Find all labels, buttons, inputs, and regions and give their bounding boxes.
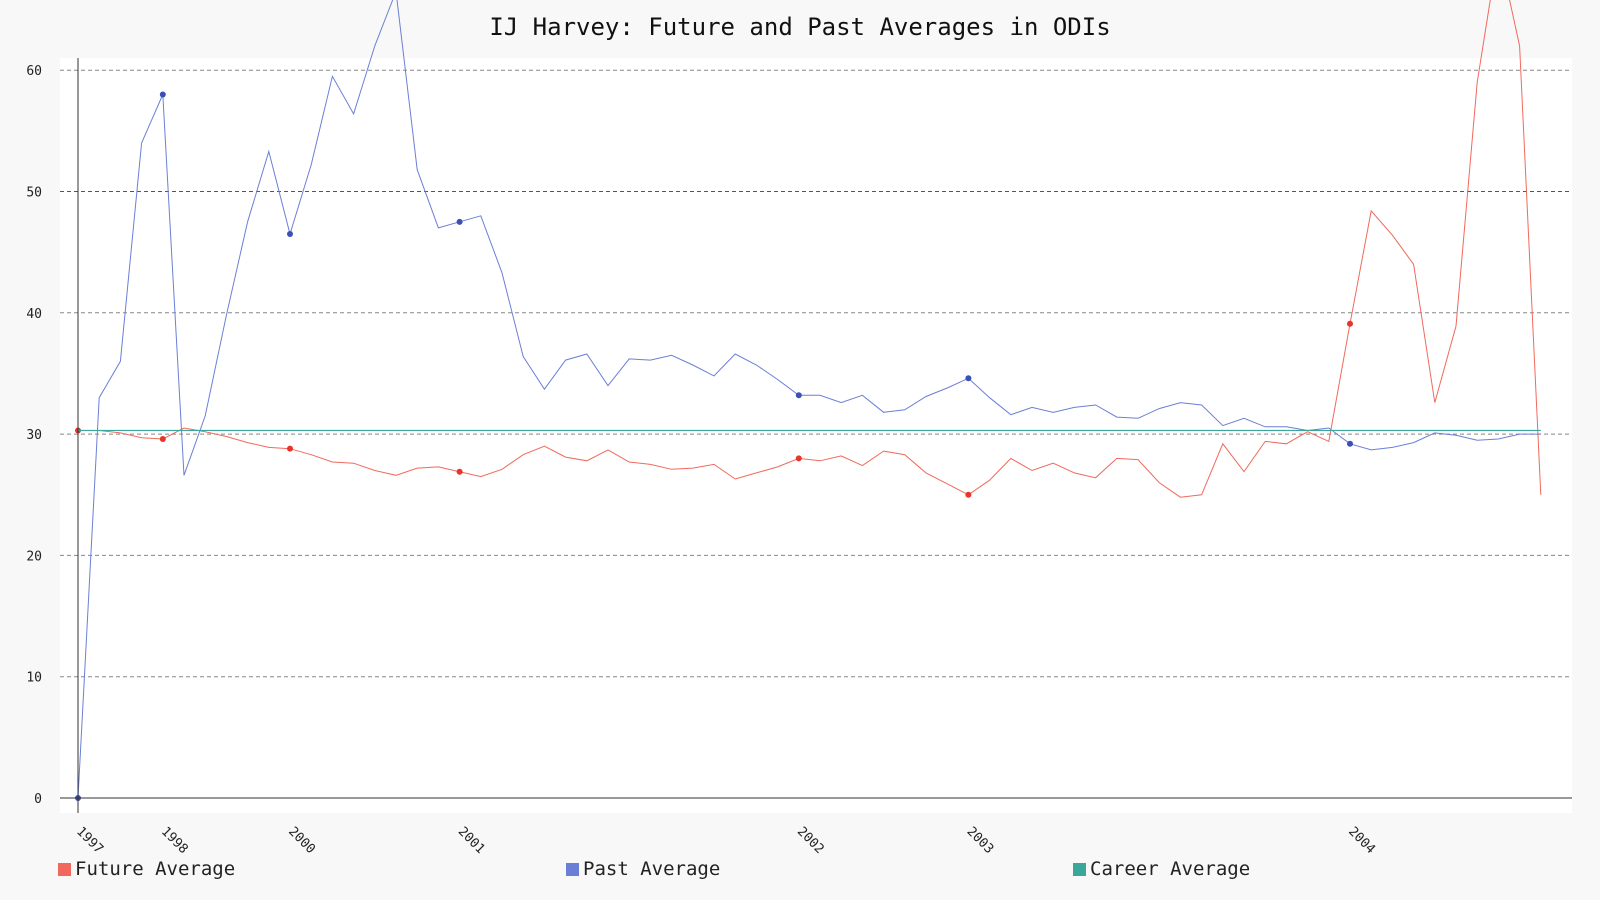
legend-label-future: Future Average <box>75 858 236 880</box>
x-tick-label-2004: 2004 <box>1345 824 1378 857</box>
y-tick-label-20: 20 <box>26 549 42 564</box>
y-tick-label-10: 10 <box>26 671 42 686</box>
series-point-future-average-60 <box>1347 320 1353 327</box>
y-tick-label-40: 40 <box>26 307 42 322</box>
chart-title: IJ Harvey: Future and Past Averages in O… <box>489 13 1110 41</box>
x-tick-label-1997: 1997 <box>73 824 106 857</box>
series-point-past-average-34 <box>795 392 802 399</box>
y-tick-label-30: 30 <box>26 428 42 443</box>
y-tick-label-60: 60 <box>26 64 42 79</box>
axes <box>60 58 1572 813</box>
series-group <box>75 0 1542 801</box>
plot-background <box>60 58 1572 813</box>
grid-lines <box>60 69 1572 678</box>
x-tick-label-2000: 2000 <box>285 824 318 857</box>
legend-label-career: Career Average <box>1090 858 1251 880</box>
legend-label-past: Past Average <box>583 858 721 880</box>
legend-swatch-future <box>58 862 71 876</box>
x-tick-label-2003: 2003 <box>964 824 997 857</box>
series-line-past-average <box>77 0 1541 799</box>
y-tick-label-0: 0 <box>34 792 42 807</box>
series-point-past-average-60 <box>1347 440 1353 447</box>
legend-swatch-past <box>566 862 579 876</box>
series-point-future-average-4 <box>159 435 166 442</box>
y-tick-label-50: 50 <box>26 186 42 201</box>
series-point-past-average-18 <box>456 218 463 225</box>
legend-swatch-career <box>1073 862 1086 876</box>
series-point-past-average-10 <box>287 230 293 237</box>
legend: Future Average Past Average Career Avera… <box>0 858 1600 884</box>
legend-item-future-average[interactable]: Future Average <box>58 858 235 880</box>
series-point-past-average-42 <box>965 375 972 382</box>
x-tick-label-1998: 1998 <box>158 824 191 857</box>
x-tick-label-2001: 2001 <box>455 824 488 857</box>
legend-item-past-average[interactable]: Past Average <box>566 858 720 880</box>
legend-item-career-average[interactable]: Career Average <box>1073 858 1250 880</box>
series-line-future-average <box>78 0 1542 498</box>
series-point-future-average-18 <box>456 468 463 475</box>
series-point-past-average-4 <box>159 91 166 98</box>
series-point-future-average-42 <box>965 491 972 498</box>
x-tick-label-2002: 2002 <box>794 824 827 857</box>
series-point-future-average-34 <box>795 455 802 462</box>
series-point-future-average-10 <box>287 445 293 452</box>
